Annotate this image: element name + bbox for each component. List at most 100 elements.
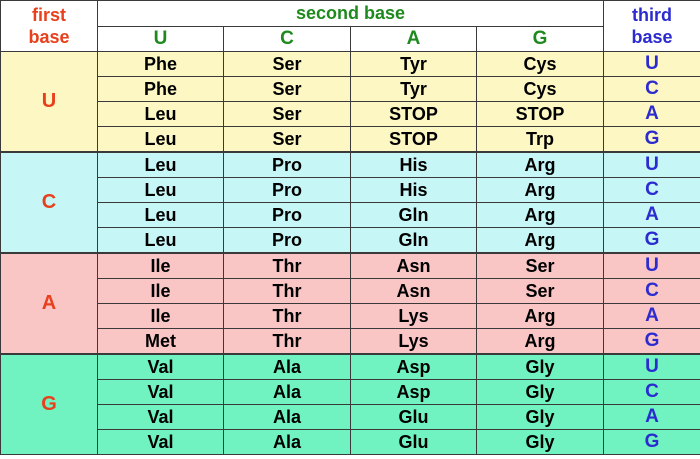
amino-acid-cell: His [350,151,477,178]
amino-acid-cell: Lys [350,328,477,355]
third-base-header-line1: third [632,5,673,25]
third-base-cell: G [603,126,700,153]
amino-acid-cell: Arg [475,151,605,178]
amino-acid-cell: Lys [350,303,477,329]
first-base-header: first base [0,0,98,52]
first-base-cell: A [0,252,98,355]
amino-acid-cell: Ala [223,404,351,430]
codon-row: Val Ala Asp Gly C [0,379,700,405]
amino-acid-cell: Asn [350,278,477,304]
third-base-cell: C [603,278,700,304]
third-base-cell: A [603,404,700,430]
first-base-cell: U [0,51,98,153]
amino-acid-cell: Thr [223,278,351,304]
first-base-header-line2: base [28,27,70,47]
third-base-cell: A [603,101,700,127]
amino-acid-cell: Ser [223,76,351,102]
amino-acid-cell: Pro [223,177,351,203]
third-base-header-line2: base [631,27,673,47]
codon-row: Val Ala Glu Gly A [0,404,700,430]
third-base-cell: U [603,151,700,178]
amino-acid-cell: Ala [223,429,351,455]
amino-acid-cell: STOP [350,126,477,153]
amino-acid-cell: Ala [223,353,351,380]
codon-row: Val Ala Glu Gly G [0,429,700,455]
amino-acid-cell: Gln [350,227,477,254]
third-base-cell: A [603,303,700,329]
amino-acid-cell: Thr [223,328,351,355]
amino-acid-cell: Ser [223,51,351,77]
amino-acid-cell: Gly [475,429,605,455]
amino-acid-cell: Val [97,429,224,455]
third-base-cell: G [603,429,700,455]
third-base-cell: G [603,227,700,254]
first-base-header-line1: first [31,5,66,25]
amino-acid-cell: STOP [475,101,605,127]
second-base-col-u: U [97,26,224,52]
third-base-cell: C [603,379,700,405]
amino-acid-cell: Ile [97,303,224,329]
amino-acid-cell: Phe [97,76,224,102]
amino-acid-cell: Trp [475,126,605,153]
amino-acid-cell: Arg [475,202,605,228]
amino-acid-cell: Thr [223,303,351,329]
amino-acid-cell: Pro [223,151,351,178]
third-base-cell: A [603,202,700,228]
amino-acid-cell: Leu [97,177,224,203]
amino-acid-cell: Val [97,404,224,430]
amino-acid-cell: Ser [475,252,605,279]
second-base-header: second base [96,0,605,27]
amino-acid-cell: Ser [223,126,351,153]
amino-acid-cell: Leu [97,227,224,254]
third-base-cell: U [603,252,700,279]
amino-acid-cell: Asp [350,353,477,380]
codon-row: Leu Pro Gln Arg A [0,202,700,228]
amino-acid-cell: Ile [97,278,224,304]
amino-acid-cell: Tyr [350,51,477,77]
amino-acid-cell: Met [97,328,224,355]
third-base-header: third base [603,0,700,52]
amino-acid-cell: Pro [223,227,351,254]
amino-acid-cell: Cys [475,76,605,102]
second-base-col-a: A [350,26,477,52]
third-base-cell: C [603,177,700,203]
codon-row: A Ile Thr Asn Ser U [0,252,700,355]
amino-acid-cell: Arg [475,227,605,254]
codon-row: Ile Thr Asn Ser C [0,278,700,304]
amino-acid-cell: Leu [97,202,224,228]
amino-acid-cell: Gln [350,202,477,228]
amino-acid-cell: Gly [475,404,605,430]
codon-row: Met Thr Lys Arg G [0,328,700,355]
third-base-cell: C [603,76,700,102]
codon-row: Phe Ser Tyr Cys C [0,76,700,102]
amino-acid-cell: Phe [97,51,224,77]
amino-acid-cell: Ser [223,101,351,127]
amino-acid-cell: Tyr [350,76,477,102]
amino-acid-cell: Val [97,379,224,405]
first-base-cell: C [0,151,98,254]
amino-acid-cell: Leu [97,126,224,153]
amino-acid-cell: Leu [97,151,224,178]
amino-acid-cell: Asp [350,379,477,405]
amino-acid-cell: Pro [223,202,351,228]
amino-acid-cell: Arg [475,328,605,355]
amino-acid-cell: Arg [475,177,605,203]
amino-acid-cell: Gly [475,379,605,405]
codon-row: C Leu Pro His Arg U [0,151,700,254]
amino-acid-cell: Ile [97,252,224,279]
amino-acid-cell: STOP [350,101,477,127]
amino-acid-cell: His [350,177,477,203]
amino-acid-cell: Ser [475,278,605,304]
amino-acid-cell: Val [97,353,224,380]
third-base-cell: U [603,353,700,380]
amino-acid-cell: Arg [475,303,605,329]
amino-acid-cell: Glu [350,404,477,430]
third-base-cell: U [603,51,700,77]
amino-acid-cell: Thr [223,252,351,279]
amino-acid-cell: Ala [223,379,351,405]
amino-acid-cell: Leu [97,101,224,127]
amino-acid-cell: Asn [350,252,477,279]
codon-row: Leu Pro Gln Arg G [0,227,700,254]
first-base-cell: G [0,353,98,455]
